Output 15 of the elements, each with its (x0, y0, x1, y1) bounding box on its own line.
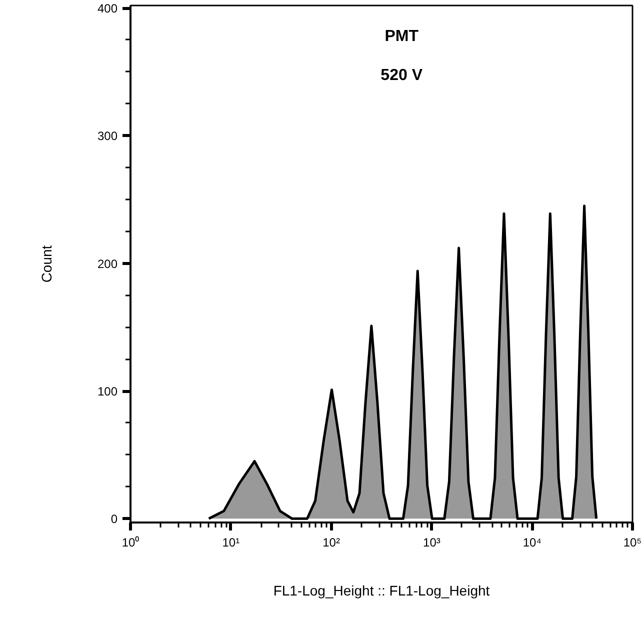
y-tick-label: 0 (110, 512, 118, 526)
y-axis-title: Count (38, 245, 54, 283)
x-tick-label: 10² (322, 536, 340, 550)
x-tick-label: 10¹ (222, 536, 240, 550)
x-tick-label: 10⁰ (122, 536, 140, 550)
annotation: PMT (384, 28, 419, 46)
annotation: 520 V (380, 66, 423, 84)
y-tick-label: 400 (97, 2, 118, 16)
x-tick-label: 10⁵ (623, 536, 642, 550)
y-tick-label: 300 (97, 129, 118, 144)
x-tick-label: 10³ (423, 536, 440, 550)
y-tick-label: 200 (97, 256, 118, 271)
x-axis-title: FL1-Log_Height :: FL1-Log_Height (273, 582, 490, 598)
x-tick-label: 10⁴ (522, 536, 542, 550)
y-tick-label: 100 (97, 384, 118, 399)
